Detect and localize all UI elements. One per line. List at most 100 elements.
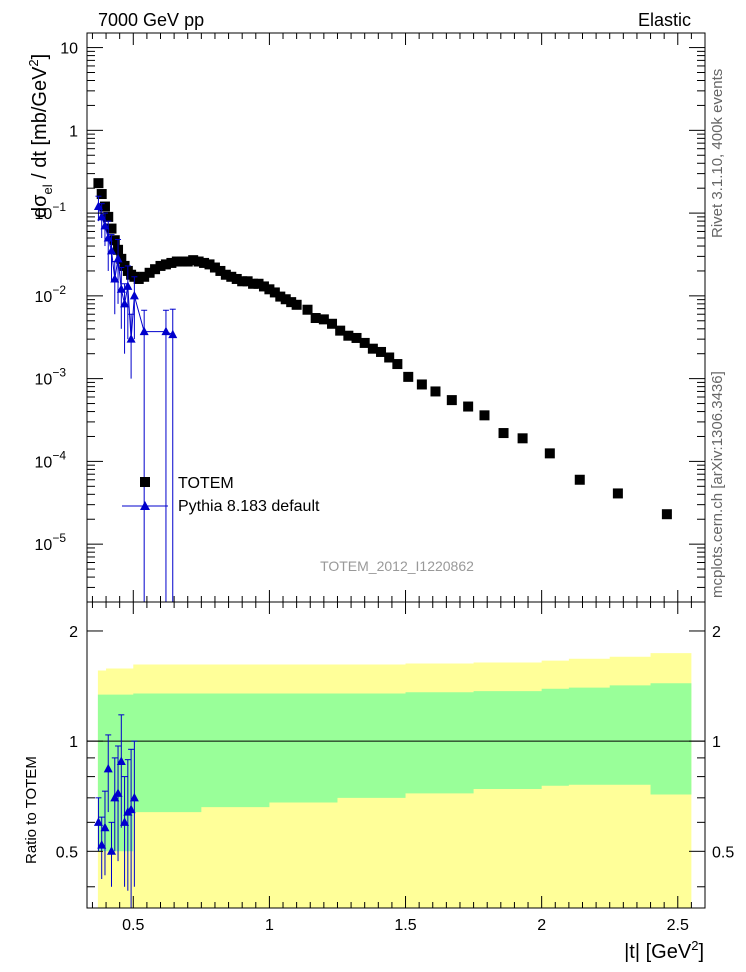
ratio-mc-point (100, 822, 110, 832)
ratio-mc-point (110, 792, 120, 802)
analysis-id: TOTEM_2012_I1220862 (320, 558, 474, 574)
mcplots-label: mcplots.cern.ch [arXiv:1306.3436] (709, 371, 726, 598)
mc-point (168, 329, 178, 339)
totem-point (612, 488, 623, 499)
top-y-tick-label: 10−5 (35, 531, 67, 554)
totem-point (116, 253, 127, 264)
totem-point (199, 257, 210, 268)
totem-point (264, 284, 275, 295)
mc-point (110, 273, 120, 283)
totem-point (209, 262, 220, 273)
totem-point (215, 265, 226, 276)
totem-point (231, 273, 242, 284)
top-y-tick-label: 10−4 (35, 448, 67, 471)
ratio-mc-point (129, 792, 139, 802)
totem-point (416, 379, 427, 390)
totem-point (177, 256, 188, 267)
totem-point (463, 401, 474, 412)
totem-point (144, 267, 155, 278)
x-tick-label: 1 (265, 917, 274, 934)
mc-point (120, 298, 130, 308)
totem-point (166, 257, 177, 268)
legend: TOTEM Pythia 8.183 default (122, 475, 320, 515)
totem-point (193, 256, 204, 267)
totem-point (106, 223, 117, 234)
mc-point (100, 220, 110, 230)
totem-point (318, 314, 329, 325)
totem-point (280, 294, 291, 305)
ratio-y-tick-label-left: 0.5 (56, 844, 78, 861)
mc-point (123, 281, 133, 290)
totem-point (498, 428, 509, 439)
x-tick-label: 2 (537, 917, 546, 934)
totem-point (248, 278, 259, 289)
ratio-mc-point (93, 817, 103, 826)
totem-point (160, 259, 171, 270)
totem-point (517, 433, 528, 444)
ratio-mc-point (116, 756, 126, 765)
top-y-tick-label: 10−3 (35, 366, 67, 389)
mc-point (139, 326, 149, 336)
legend-mc-marker (140, 501, 150, 510)
totem-point (220, 269, 231, 280)
totem-point (286, 297, 297, 308)
totem-point (139, 271, 150, 282)
bottom-ylabel: Ratio to TOTEM (23, 756, 40, 864)
ratio-mc-point (126, 804, 136, 814)
ratio-y-tick-label-right: 0.5 (712, 844, 734, 861)
top-y-tick-label: 10−2 (35, 283, 67, 306)
totem-point (351, 332, 362, 343)
legend-mc-label: Pythia 8.183 default (178, 498, 320, 515)
mc-point (113, 253, 123, 263)
totem-point (103, 211, 114, 222)
ratio-y-tick-label-left: 1 (69, 734, 78, 751)
top-frame (86, 32, 706, 603)
ratio-mc-point (120, 817, 130, 826)
top-y-tick-label: 10−1 (35, 200, 67, 223)
header-right: Elastic (638, 10, 691, 30)
totem-point (661, 509, 672, 520)
ratio-y-tick-label-right: 2 (712, 624, 721, 641)
totem-point (96, 189, 107, 200)
header-left: 7000 GeV pp (98, 10, 204, 30)
ratio-mc-point (97, 840, 107, 849)
top-y-tick-label: 1 (69, 123, 78, 140)
top-y-tick-label: 10 (60, 41, 78, 58)
totem-point (367, 343, 378, 354)
totem-point (119, 260, 130, 271)
mc-point (103, 233, 113, 242)
x-tick-label: 0.5 (122, 917, 144, 934)
totem-point (574, 474, 585, 485)
totem-point (343, 330, 354, 341)
totem-point (479, 410, 490, 421)
ratio-mc-point (107, 846, 117, 855)
totem-point (188, 255, 199, 266)
totem-point (275, 291, 286, 302)
mc-point (116, 284, 126, 293)
totem-point (446, 395, 457, 406)
mc-point (93, 201, 103, 211)
mc-point (129, 290, 139, 300)
totem-point (269, 287, 280, 298)
legend-data-label: TOTEM (178, 475, 234, 492)
totem-point (302, 304, 313, 315)
x-tick-label: 2.5 (667, 917, 689, 934)
xlabel: |t| [GeV2] (624, 938, 704, 963)
ratio-band-group (87, 653, 705, 908)
totem-point (430, 386, 441, 397)
totem-point (226, 271, 237, 282)
totem-point (109, 235, 120, 246)
ratio-mc-point (103, 763, 113, 773)
x-tick-label: 1.5 (394, 917, 416, 934)
ratio-frame (86, 601, 706, 909)
top-panel-marks (93, 178, 672, 602)
ratio-panel-marks (93, 714, 139, 908)
totem-point (150, 264, 161, 275)
axes-group: 0.5 1 1.5 2 2.5 10−5 10−4 10−3 10−2 10−1 1 10 0.5 0.5… (35, 32, 734, 934)
totem-point (155, 260, 166, 271)
totem-point (376, 346, 387, 357)
ratio-y-tick-label-right: 1 (712, 734, 721, 751)
totem-point (291, 299, 302, 310)
totem-point (133, 273, 144, 284)
